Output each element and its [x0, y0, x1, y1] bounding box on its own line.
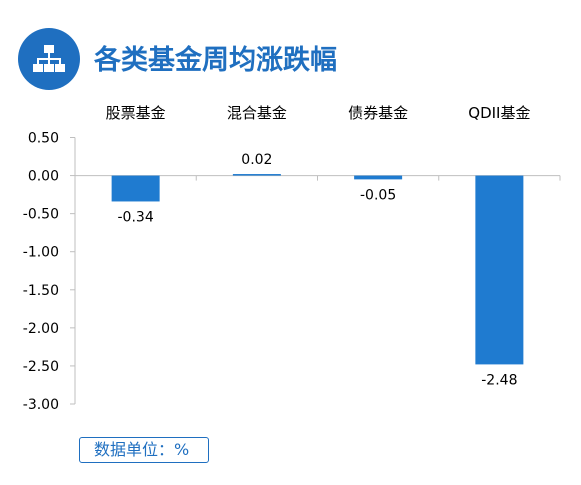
data-label: 0.02	[241, 152, 272, 168]
category-label: 股票基金	[106, 104, 166, 122]
data-label: -0.05	[360, 187, 396, 203]
unit-label: 数据单位：%	[79, 437, 209, 463]
data-label: -0.34	[118, 209, 154, 225]
bar	[475, 175, 524, 365]
org-chart-icon	[18, 28, 80, 90]
bar	[354, 175, 403, 180]
bar	[111, 175, 160, 202]
y-tick-label: -2.50	[23, 359, 59, 375]
y-tick-label: -1.50	[23, 283, 59, 299]
chart-header: 各类基金周均涨跌幅	[18, 28, 578, 92]
bar	[232, 174, 281, 176]
y-tick-label: 0.00	[28, 169, 59, 185]
category-label: QDII基金	[468, 104, 530, 122]
y-tick-label: -2.00	[23, 321, 59, 337]
y-tick-label: -1.00	[23, 245, 59, 261]
category-label: 混合基金	[227, 104, 287, 122]
data-label: -2.48	[481, 372, 517, 388]
y-tick-label: -0.50	[23, 207, 59, 223]
y-tick-label: -3.00	[23, 397, 59, 413]
category-label: 债券基金	[348, 104, 408, 122]
chart-title: 各类基金周均涨跌幅	[94, 45, 337, 76]
y-tick-label: 0.50	[28, 131, 59, 147]
